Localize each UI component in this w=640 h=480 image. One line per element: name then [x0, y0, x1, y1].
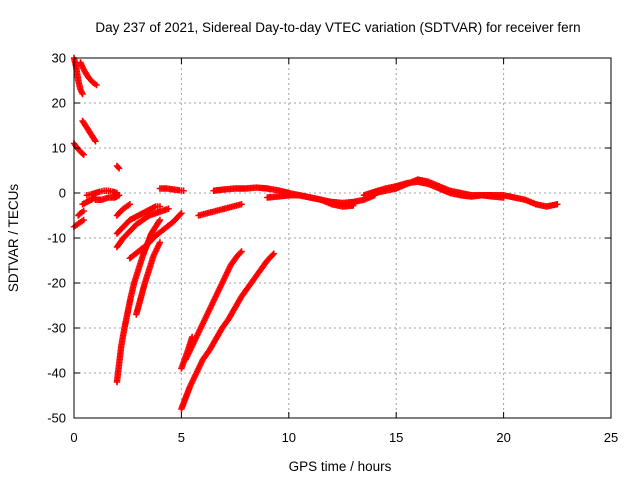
x-tick-label: 10	[282, 430, 296, 445]
data-point	[177, 211, 184, 218]
series-track-17	[156, 185, 187, 194]
y-axis-label: SDTVAR / TECUs	[6, 184, 21, 293]
data-point	[554, 201, 561, 208]
x-tick-label: 15	[389, 430, 403, 445]
data-point	[80, 151, 87, 158]
data-point	[115, 165, 123, 172]
y-tick-label: 10	[52, 141, 66, 156]
tick-layer: 0 5 10 15 20 25 -50 -40 -30 -20 -10 0 10 20 30	[47, 51, 618, 446]
data-point	[126, 201, 134, 208]
series-track-16	[133, 239, 164, 318]
series-track-2	[77, 59, 100, 89]
series-track-18	[178, 250, 277, 413]
data-point	[270, 250, 277, 257]
series-track-21	[195, 201, 245, 219]
y-tick-label: 30	[52, 51, 66, 66]
series-track-3	[79, 117, 99, 145]
series-track-6	[75, 207, 87, 219]
series-track-15	[126, 210, 185, 262]
data-point	[92, 138, 99, 145]
data-point	[178, 210, 185, 217]
data-point	[115, 192, 123, 199]
data-point	[165, 205, 172, 212]
series-track-1	[70, 54, 86, 98]
series-track-5	[70, 216, 87, 230]
marks-layer	[70, 54, 561, 413]
series-track-13	[113, 203, 164, 237]
series-track-12	[113, 205, 172, 251]
x-tick-label: 5	[178, 430, 185, 445]
data-point	[93, 81, 100, 89]
y-tick-label: -30	[47, 321, 66, 336]
x-axis-label: GPS time / hours	[289, 459, 392, 474]
data-point	[80, 216, 87, 224]
data-point	[80, 207, 87, 215]
grid-layer	[74, 58, 611, 418]
x-tick-label: 20	[496, 430, 510, 445]
series-track-11	[113, 216, 164, 386]
y-tick-label: -20	[47, 276, 66, 291]
x-tick-label: 0	[70, 430, 77, 445]
y-tick-label: -10	[47, 231, 66, 246]
x-tick-label: 25	[604, 430, 618, 445]
data-point	[237, 249, 244, 256]
data-point	[114, 163, 122, 171]
data-point	[79, 90, 86, 98]
y-tick-label: -40	[47, 366, 66, 381]
chart-title: Day 237 of 2021, Sidereal Day-to-day VTE…	[95, 20, 580, 35]
series-track-14	[113, 201, 134, 219]
y-tick-label: -50	[47, 411, 66, 426]
data-point	[238, 248, 245, 255]
series-track-10	[113, 162, 123, 172]
data-point	[350, 202, 357, 209]
data-point	[269, 251, 276, 259]
data-point	[156, 203, 164, 210]
series-track-23	[264, 192, 357, 210]
y-tick-label: 20	[52, 96, 66, 111]
series-track-4	[70, 140, 87, 158]
data-point	[180, 187, 187, 194]
series-track-7	[79, 194, 99, 208]
series-track-9	[92, 192, 123, 203]
data-point	[79, 150, 86, 157]
data-point	[156, 216, 164, 224]
y-tick-label: 0	[59, 186, 66, 201]
data-point	[156, 239, 164, 246]
series-track-25	[371, 176, 507, 201]
data-point	[238, 201, 245, 208]
data-point	[500, 194, 507, 201]
series-track-20	[182, 248, 245, 363]
